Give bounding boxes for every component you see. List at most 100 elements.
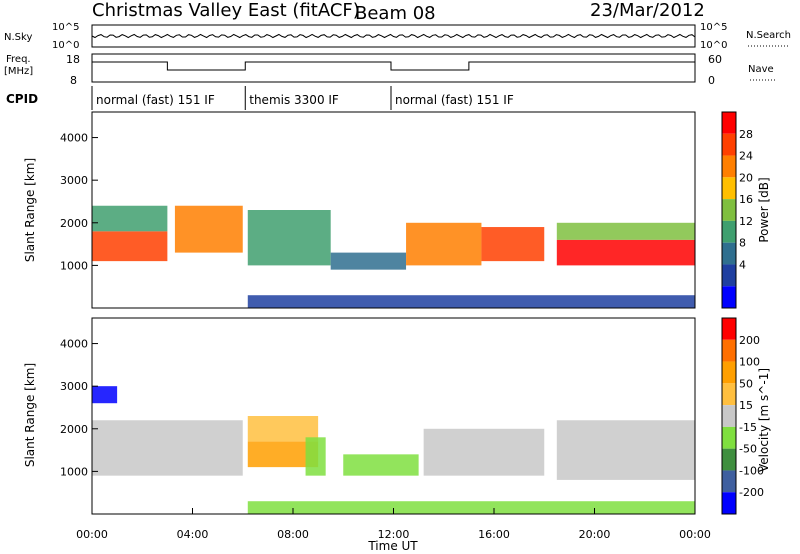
freq-label-line2: [MHz] [4,66,33,77]
velocity-y-tick-label: 2000 [60,423,88,436]
velocity-band [556,420,695,480]
x-axis-label: Time UT [367,539,418,553]
power-colorbar-swatch [722,286,736,308]
velocity-colorbar-swatch [722,448,736,471]
power-colorbar-tick: 12 [739,215,753,228]
power-band [330,252,407,270]
power-colorbar-tick: 24 [739,150,753,163]
velocity-panel: 1000 2000 3000 4000 Slant Range [km] 200 100… [23,317,771,515]
cpid-segment-label: themis 3300 IF [249,93,339,107]
power-band [247,210,331,266]
x-tick-label: 12:00 [378,528,410,541]
freq-label-line1: Freq. [6,54,31,65]
power-colorbar-swatch [722,177,736,200]
noise-right-tick-bottom: 10^0 [700,40,727,51]
velocity-colorbar-swatch [722,470,736,493]
power-panel: 1000 2000 3000 4000 Slant Range [km] 28 24 20… [23,111,771,309]
velocity-colorbar-tick: 50 [739,377,753,390]
power-band [92,231,168,262]
plot-title: Christmas Valley East (fitACF) [92,0,360,21]
freq-panel-frame [91,53,696,83]
velocity-colorbar: 200 100 50 15 -15 -50 -100 -200 [721,317,764,515]
velocity-colorbar-swatch [722,361,736,384]
nave-label: Nave [748,64,774,75]
power-colorbar-tick: 16 [739,193,753,206]
power-colorbar-tick: 4 [739,258,746,271]
velocity-y-tick-label: 1000 [60,465,88,478]
power-band [92,205,168,232]
velocity-colorbar-tick: -100 [739,464,764,477]
power-colorbar-swatch [722,220,736,243]
velocity-band [92,386,118,404]
velocity-colorbar-tick: 200 [739,334,760,347]
noise-right-label: N.Search [746,30,791,41]
power-colorbar: 28 24 20 16 12 8 4 [721,111,753,309]
velocity-colorbar-tick: 100 [739,356,760,369]
cpid-segment-label: normal (fast) 151 IF [395,93,514,107]
x-tick-label: 00:00 [679,528,711,541]
velocity-band [305,437,326,476]
x-axis-ticks: 00:00 04:00 08:00 12:00 16:00 20:00 00:00 [76,508,711,541]
velocity-band [343,454,419,476]
power-band [247,295,695,308]
power-y-tick-label: 3000 [60,174,88,187]
power-colorbar-swatch [722,133,736,156]
velocity-bands [92,386,695,514]
velocity-y-tick-label: 3000 [60,380,88,393]
x-tick-label: 00:00 [76,528,108,541]
freq-tick-top: 18 [66,53,80,66]
x-tick-label: 04:00 [177,528,209,541]
noise-sky-trace [91,33,696,39]
velocity-colorbar-tick: -200 [739,486,764,499]
power-y-ticks: 1000 2000 3000 4000 [60,132,98,272]
freq-trace [92,61,695,71]
x-tick-label: 20:00 [579,528,611,541]
power-colorbar-swatch [722,199,736,221]
cpid-row: CPID normal (fast) 151 IF themis 3300 IF n… [6,86,514,110]
velocity-panel-frame [91,317,696,515]
noise-left-label: N.Sky [4,32,32,43]
date-label: 23/Mar/2012 [590,0,705,21]
velocity-colorbar-swatch [722,383,736,406]
noise-panel: N.Sky 10^5 10^0 10^5 10^0 N.Search [4,22,791,51]
cpid-segment-label: normal (fast) 151 IF [96,93,215,107]
velocity-colorbar-swatch [722,426,736,449]
power-bands [92,205,695,308]
velocity-colorbar-swatch [722,318,736,340]
power-y-tick-label: 1000 [60,259,88,272]
velocity-colorbar-tick: 15 [739,399,753,412]
freq-tick-bottom: 8 [70,74,77,87]
noise-left-tick-bottom: 10^0 [52,40,79,51]
velocity-y-ticks: 1000 2000 3000 4000 [60,338,98,478]
power-band [406,222,482,266]
power-band [556,239,695,266]
nave-tick-top: 60 [708,53,722,66]
power-y-label: Slant Range [km] [23,158,37,262]
power-colorbar-frame [721,111,737,309]
x-tick-label: 16:00 [478,528,510,541]
cpid-label: CPID [6,92,38,106]
velocity-colorbar-swatch [722,405,736,427]
freq-panel: Freq. [MHz] 18 8 60 0 Nave [4,53,775,87]
power-y-tick-label: 2000 [60,217,88,230]
velocity-colorbar-tick: -15 [739,421,757,434]
velocity-band [92,420,243,476]
velocity-colorbar-tick: -50 [739,443,757,456]
velocity-y-label: Slant Range [km] [23,363,37,467]
velocity-colorbar-swatch [722,492,736,514]
power-y-tick-label: 4000 [60,132,88,145]
beam-label: Beam 08 [355,3,436,24]
x-tick-label: 08:00 [277,528,309,541]
power-colorbar-label: Power [dB] [757,177,771,242]
power-colorbar-tick: 8 [739,237,746,250]
velocity-colorbar-frame [721,317,737,515]
power-band [174,205,243,253]
power-panel-frame [91,111,696,309]
velocity-colorbar-swatch [722,339,736,362]
power-colorbar-swatch [722,264,736,287]
noise-right-tick-top: 10^5 [700,22,727,33]
power-colorbar-swatch [722,155,736,178]
cpid-segments: normal (fast) 151 IF themis 3300 IF normal… [91,86,514,110]
power-band [556,222,695,240]
